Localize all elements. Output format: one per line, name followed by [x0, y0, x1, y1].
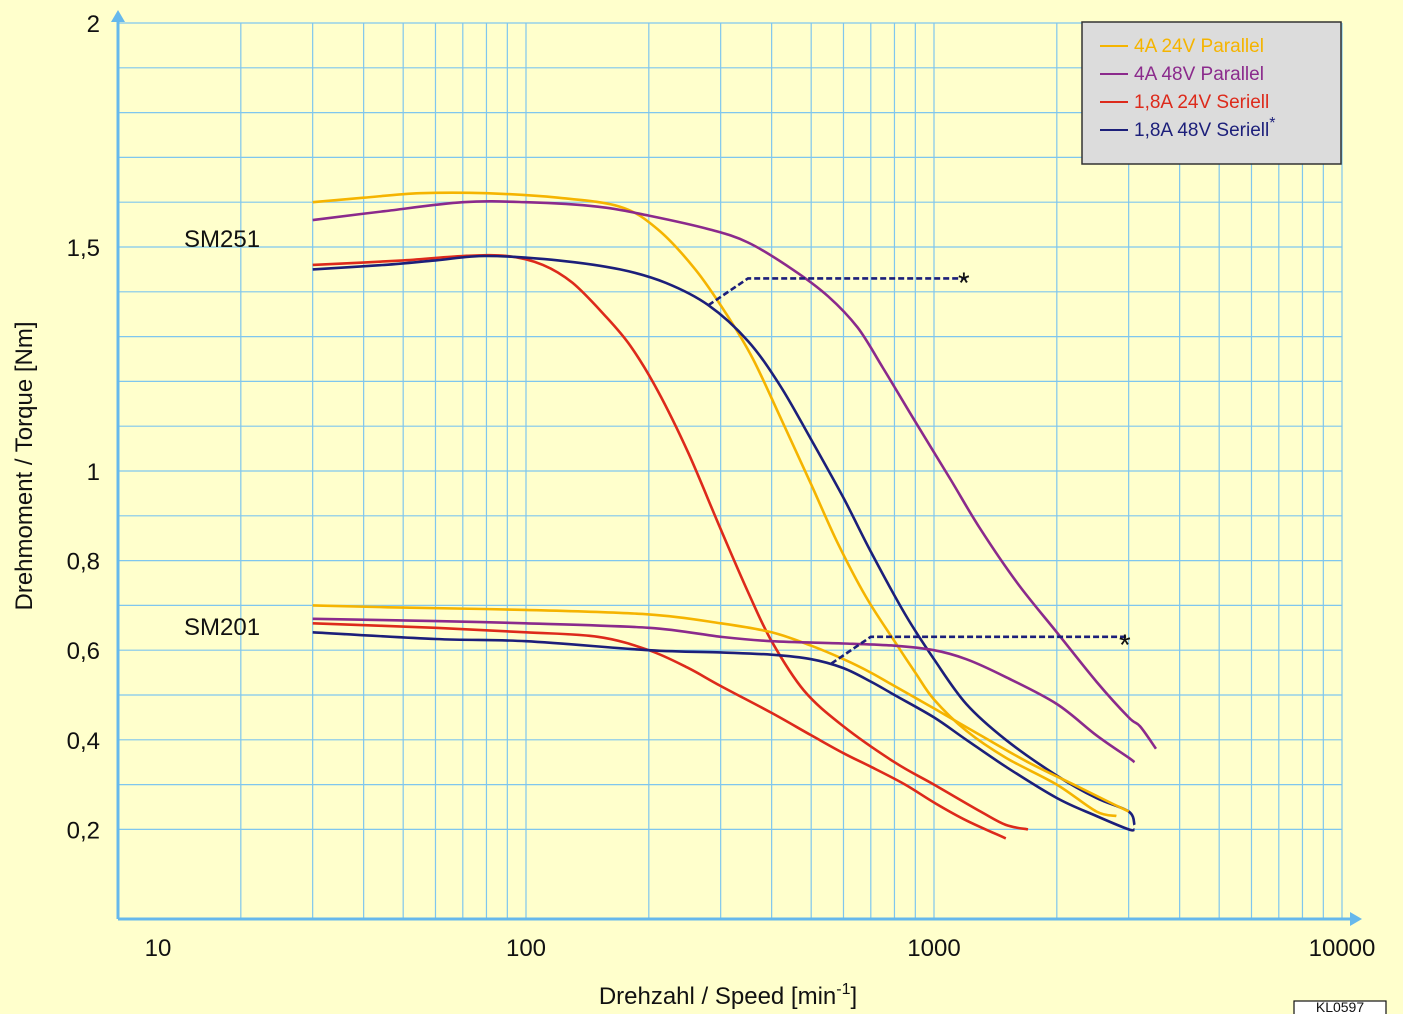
series-line-sm251-1-8a-24v-seriell: [312, 253, 1029, 831]
data-series: [312, 191, 1158, 840]
x-tick-label: 10: [145, 935, 172, 962]
y-axis-arrow: [111, 10, 125, 22]
legend-entry: 1,8A 24V Seriell: [1134, 92, 1269, 113]
y-axis-title: Drehmoment / Torque [Nm]: [11, 322, 38, 611]
series-line-sm201-1-8a-48v-seriell: [312, 631, 1136, 832]
label-sm251: SM251: [184, 226, 260, 253]
y-tick-label: 2: [87, 11, 100, 38]
legend: 4A 24V Parallel 4A 48V Parallel 1,8A 24V S…: [1081, 21, 1342, 165]
series-line-sm251-4a-24v-parallel: [312, 191, 1117, 818]
stamp-box: [1293, 1000, 1387, 1014]
dashed-extension-sm251: [707, 277, 967, 307]
x-axis-title: Drehzahl / Speed [min-1]: [599, 981, 857, 1010]
y-tick-label: 0,6: [67, 638, 100, 665]
x-tick-label: 1000: [907, 935, 960, 962]
series-line-sm251-4a-48v-parallel: [312, 200, 1158, 750]
y-tick-label: 0,2: [67, 817, 100, 844]
series-line-sm251-1-8a-48v-seriell: [312, 254, 1136, 826]
y-tick-label: 0,4: [67, 728, 100, 755]
series-line-sm201-4a-24v-parallel: [312, 604, 1130, 813]
label-sm201: SM201: [184, 614, 260, 641]
chart-axes: [111, 10, 1362, 926]
legend-asterisk: *: [1269, 115, 1275, 132]
y-tick-label: 1: [87, 459, 100, 486]
x-tick-label: 10000: [1309, 935, 1376, 962]
x-tick-labels: 10 100 1000 10000: [145, 935, 1376, 962]
legend-entry: 1,8A 48V Seriell*: [1134, 115, 1275, 141]
dashed-extension-sm201: [830, 635, 1129, 665]
x-tick-label: 100: [506, 935, 546, 962]
asterisk-sm251: *: [958, 267, 970, 300]
legend-entry: 4A 48V Parallel: [1134, 64, 1264, 85]
extension-lines: [707, 277, 1129, 665]
y-tick-label: 0,8: [67, 549, 100, 576]
x-axis-arrow: [1350, 912, 1362, 926]
legend-entry: 4A 24V Parallel: [1134, 36, 1264, 57]
stamp-text: KL0597: [1316, 999, 1364, 1014]
stamp: KL0597: [1293, 999, 1387, 1014]
y-tick-label: 1,5: [67, 235, 100, 262]
y-tick-labels: 0,2 0,4 0,6 0,8 1 1,5 2: [67, 11, 100, 844]
series-line-sm201-1-8a-24v-seriell: [312, 622, 1007, 840]
asterisk-sm201: *: [1119, 629, 1131, 662]
series-line-sm201-4a-48v-parallel: [312, 617, 1136, 764]
